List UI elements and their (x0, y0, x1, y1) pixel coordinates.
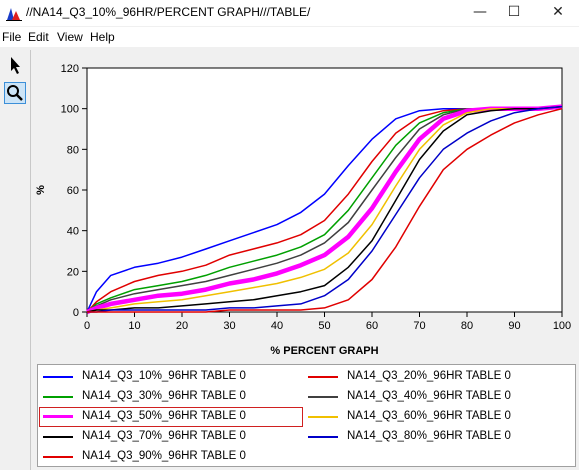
series-line-6 (86, 105, 563, 313)
title-bar: //NA14_Q3_10%_96HR/PERCENT GRAPH///TABLE… (0, 0, 579, 26)
y-tick-label: 20 (67, 266, 79, 278)
legend-swatch (308, 436, 338, 438)
zoom-tool-button[interactable] (4, 82, 26, 104)
legend-label: NA14_Q3_80%_96HR TABLE 0 (347, 430, 511, 442)
x-tick-label: 100 (553, 320, 571, 332)
window-title: //NA14_Q3_10%_96HR/PERCENT GRAPH///TABLE… (26, 5, 311, 19)
chart-legend: NA14_Q3_10%_96HR TABLE 0 NA14_Q3_20%_96HR… (37, 364, 576, 467)
x-tick-label: 80 (461, 320, 473, 332)
chart-area: 0 20 40 60 80 100 120 0 10 20 30 40 50 60 70 80 90 100 % P… (32, 50, 579, 362)
legend-swatch (43, 436, 73, 438)
menu-edit[interactable]: Edit (28, 30, 49, 44)
x-tick-label: 70 (413, 320, 425, 332)
series-line-9 (87, 107, 563, 313)
legend-label: NA14_Q3_20%_96HR TABLE 0 (347, 370, 511, 382)
legend-label: NA14_Q3_10%_96HR TABLE 0 (82, 370, 246, 382)
y-axis-label: % (35, 185, 47, 195)
x-tick-label: 10 (128, 320, 140, 332)
legend-swatch (43, 456, 73, 458)
legend-item[interactable]: NA14_Q3_30%_96HR TABLE 0 (40, 388, 302, 406)
menu-help[interactable]: Help (90, 30, 115, 44)
y-tick-label: 80 (67, 144, 79, 156)
legend-label: NA14_Q3_70%_96HR TABLE 0 (82, 430, 246, 442)
legend-swatch (43, 376, 73, 378)
legend-swatch (43, 396, 73, 398)
x-tick-label: 40 (271, 320, 283, 332)
magnifier-icon (7, 85, 23, 101)
y-tick-label: 120 (61, 63, 79, 75)
tool-palette (0, 50, 31, 470)
legend-item[interactable]: NA14_Q3_80%_96HR TABLE 0 (305, 428, 567, 446)
x-axis-label: % PERCENT GRAPH (270, 345, 378, 357)
series-line-8 (87, 105, 563, 313)
x-tick-label: 60 (366, 320, 378, 332)
series-line-5 (86, 104, 563, 315)
legend-label: NA14_Q3_30%_96HR TABLE 0 (82, 390, 246, 402)
x-tick-label: 50 (318, 320, 330, 332)
close-button[interactable]: ✕ (552, 4, 564, 20)
x-tick-label: 20 (176, 320, 188, 332)
legend-label: NA14_Q3_50%_96HR TABLE 0 (82, 410, 246, 422)
y-tick-label: 0 (73, 307, 79, 319)
line-chart: 0 20 40 60 80 100 120 0 10 20 30 40 50 60 70 80 90 100 % P… (35, 63, 571, 357)
series-line-7 (86, 105, 563, 313)
menu-bar: File Edit View Help (0, 27, 579, 47)
minimize-button[interactable]: — (473, 4, 487, 20)
legend-label: NA14_Q3_60%_96HR TABLE 0 (347, 410, 511, 422)
x-tick-label: 90 (508, 320, 520, 332)
legend-swatch (43, 415, 73, 418)
legend-item[interactable]: NA14_Q3_10%_96HR TABLE 0 (40, 368, 302, 386)
legend-item[interactable]: NA14_Q3_50%_96HR TABLE 0 (39, 407, 303, 427)
legend-swatch (308, 376, 338, 378)
app-chart-icon (6, 8, 22, 21)
maximize-button[interactable]: ☐ (507, 4, 521, 20)
menu-file[interactable]: File (2, 30, 22, 44)
pointer-tool-button[interactable] (4, 54, 26, 76)
legend-label: NA14_Q3_40%_96HR TABLE 0 (347, 390, 511, 402)
y-tick-label: 40 (67, 226, 79, 238)
legend-swatch (308, 416, 338, 418)
y-tick-label: 60 (67, 185, 79, 197)
legend-item[interactable]: NA14_Q3_90%_96HR TABLE 0 (40, 448, 302, 466)
x-tick-label: 30 (223, 320, 235, 332)
legend-item[interactable]: NA14_Q3_60%_96HR TABLE 0 (305, 408, 567, 426)
legend-item[interactable]: NA14_Q3_40%_96HR TABLE 0 (305, 388, 567, 406)
legend-label: NA14_Q3_90%_96HR TABLE 0 (82, 450, 246, 462)
legend-item[interactable]: NA14_Q3_20%_96HR TABLE 0 (305, 368, 567, 386)
menu-view[interactable]: View (57, 30, 83, 44)
arrow-pointer-icon (11, 57, 20, 74)
legend-swatch (308, 396, 338, 398)
x-tick-label: 0 (84, 320, 90, 332)
y-tick-label: 100 (61, 104, 79, 116)
legend-item[interactable]: NA14_Q3_70%_96HR TABLE 0 (40, 428, 302, 446)
